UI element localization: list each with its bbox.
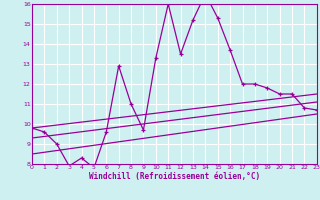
X-axis label: Windchill (Refroidissement éolien,°C): Windchill (Refroidissement éolien,°C) <box>89 172 260 181</box>
